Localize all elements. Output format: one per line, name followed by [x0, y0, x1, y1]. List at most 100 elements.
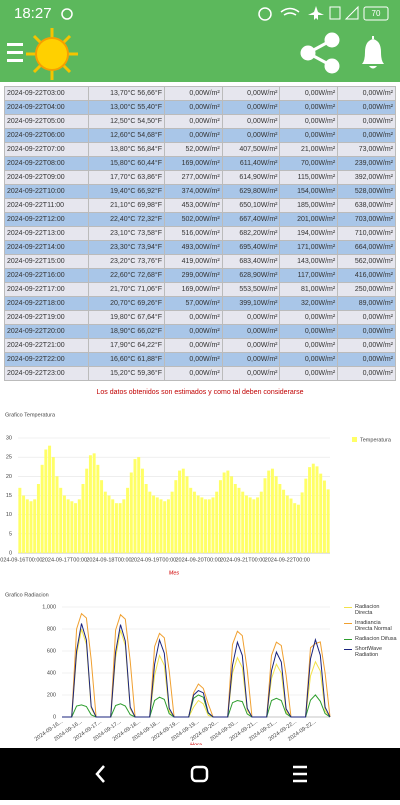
bar	[59, 487, 63, 553]
table-cell: 374,00W/m²	[164, 184, 223, 199]
table-cell: 115,00W/m²	[279, 170, 339, 185]
table-cell: 201,00W/m²	[279, 212, 339, 227]
y-tick-label: 600	[47, 648, 56, 654]
bar	[267, 470, 271, 553]
bar	[81, 484, 85, 553]
y-tick-label: 5	[9, 531, 12, 537]
table-cell: 2024-09-22T21:00	[4, 338, 89, 353]
table-cell: 22,60°C 72,68°F	[87, 268, 166, 283]
table-cell: 638,00W/m²	[337, 198, 396, 213]
bar	[62, 495, 66, 553]
table-cell: 0,00W/m²	[337, 366, 396, 381]
bar	[144, 484, 148, 553]
bar	[18, 487, 22, 553]
bar	[222, 472, 226, 553]
bar	[92, 453, 96, 553]
menu-button[interactable]	[7, 43, 23, 62]
table-cell: 22,40°C 72,32°F	[87, 212, 166, 227]
bar	[192, 491, 196, 553]
table-cell: 664,00W/m²	[337, 240, 396, 255]
table-row: 2024-09-22T18:00 20,70°C 69,26°F 57,00W/m²…	[4, 296, 396, 311]
table-cell: 2024-09-22T06:00	[4, 128, 89, 143]
table-row: 2024-09-22T04:00 13,00°C 55,40°F 0,00W/m² 0…	[4, 100, 396, 115]
table-cell: 2024-09-22T07:00	[4, 142, 89, 157]
recents-button[interactable]	[293, 765, 307, 783]
bar	[166, 499, 170, 553]
table-cell: 0,00W/m²	[164, 114, 223, 129]
home-button[interactable]	[190, 765, 209, 783]
nosim-icon	[329, 6, 341, 20]
y-tick-label: 10	[6, 512, 12, 518]
table-cell: 683,40W/m²	[221, 254, 281, 269]
chart-title: Grafico Temperatura	[5, 412, 56, 418]
table-cell: 416,00W/m²	[337, 268, 396, 283]
bar	[274, 476, 278, 553]
legend-swatch	[344, 649, 352, 650]
table-cell: 392,00W/m²	[337, 170, 396, 185]
table-cell: 2024-09-22T20:00	[4, 324, 89, 339]
table-cell: 2024-09-22T03:00	[4, 86, 89, 101]
table-cell: 493,00W/m²	[164, 240, 223, 255]
bar	[293, 503, 297, 553]
battery-level: 70	[372, 9, 381, 18]
table-cell: 667,40W/m²	[221, 212, 281, 227]
bar	[66, 499, 70, 553]
table-cell: 0,00W/m²	[279, 338, 339, 353]
legend-swatch	[352, 437, 357, 442]
share-button[interactable]	[300, 32, 340, 74]
bar	[152, 495, 156, 553]
bar	[40, 464, 44, 553]
bar	[77, 499, 81, 553]
table-cell: 407,50W/m²	[221, 142, 281, 157]
bar	[252, 499, 256, 553]
legend-entry: Radiacion Difusa	[344, 636, 398, 642]
x-tick-label: 2024-09-22T00:00	[265, 557, 310, 563]
bar	[33, 499, 37, 553]
table-cell: 21,10°C 69,98°F	[87, 198, 166, 213]
nav-icons	[95, 765, 307, 783]
bar	[74, 503, 78, 553]
back-button[interactable]	[95, 765, 105, 783]
signal-icon	[344, 5, 359, 20]
bar	[285, 495, 289, 553]
bar	[25, 499, 29, 553]
bar	[300, 492, 304, 553]
table-cell: 0,00W/m²	[337, 100, 396, 115]
table-cell: 2024-09-22T16:00	[4, 268, 89, 283]
table-cell: 0,00W/m²	[337, 352, 396, 367]
radiation-legend: Radiacion Directa Irradiancia Directa Nor…	[344, 604, 398, 662]
bar	[181, 468, 185, 553]
table-cell: 13,00°C 55,40°F	[87, 100, 166, 115]
data-table: 2024-09-22T03:00 13,70°C 56,66°F 0,00W/m² 0…	[4, 86, 396, 381]
y-tick-label: 200	[47, 692, 56, 698]
table-row: 2024-09-22T22:00 16,60°C 61,88°F 0,00W/m² 0…	[4, 352, 396, 367]
table-row: 2024-09-22T05:00 12,50°C 54,50°F 0,00W/m² 0…	[4, 114, 396, 129]
table-cell: 15,20°C 59,36°F	[87, 366, 166, 381]
table-cell: 399,10W/m²	[221, 296, 281, 311]
sync-icon	[61, 8, 73, 20]
legend-swatch	[344, 607, 352, 608]
bar	[185, 476, 189, 553]
table-cell: 117,00W/m²	[279, 268, 339, 283]
table-cell: 0,00W/m²	[337, 86, 396, 101]
bar	[256, 497, 260, 553]
table-cell: 650,10W/m²	[221, 198, 281, 213]
dnd-icon	[258, 7, 272, 21]
y-tick-label: 400	[47, 670, 56, 676]
bar	[22, 495, 26, 553]
table-cell: 502,00W/m²	[164, 212, 223, 227]
table-cell: 2024-09-22T10:00	[4, 184, 89, 199]
bar	[241, 491, 245, 553]
table-row: 2024-09-22T20:00 18,90°C 66,02°F 0,00W/m² 0…	[4, 324, 396, 339]
notification-button[interactable]	[362, 36, 384, 69]
table-cell: 453,00W/m²	[164, 198, 223, 213]
chart-title: Grafico Radiacion	[5, 592, 49, 598]
table-cell: 0,00W/m²	[279, 352, 339, 367]
bar	[170, 491, 174, 553]
table-cell: 0,00W/m²	[221, 352, 281, 367]
table-cell: 0,00W/m²	[221, 128, 281, 143]
y-tick-label: 20	[6, 474, 12, 480]
bar	[51, 457, 55, 553]
bar	[137, 457, 141, 553]
table-row: 2024-09-22T16:00 22,60°C 72,68°F 299,00W/m…	[4, 268, 396, 283]
